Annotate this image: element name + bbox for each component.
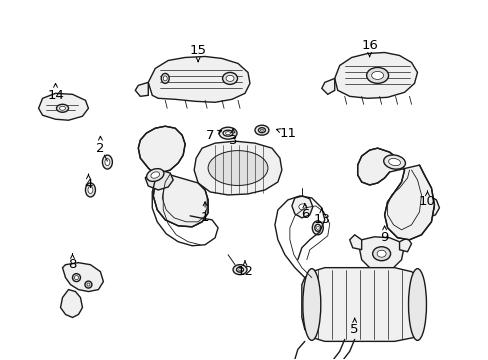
Ellipse shape (146, 168, 163, 181)
Ellipse shape (219, 127, 237, 139)
Polygon shape (321, 78, 334, 94)
Polygon shape (291, 196, 312, 218)
Ellipse shape (383, 155, 405, 169)
Ellipse shape (226, 150, 239, 160)
Ellipse shape (233, 265, 246, 275)
Ellipse shape (371, 71, 383, 80)
Ellipse shape (298, 204, 306, 210)
Ellipse shape (72, 274, 81, 282)
Text: 15: 15 (189, 44, 206, 57)
Ellipse shape (85, 183, 95, 197)
Polygon shape (145, 170, 173, 190)
Polygon shape (399, 238, 411, 252)
Ellipse shape (376, 250, 386, 257)
Polygon shape (61, 289, 82, 318)
Ellipse shape (366, 67, 388, 84)
Ellipse shape (254, 125, 268, 135)
Text: 12: 12 (236, 265, 253, 278)
Ellipse shape (314, 224, 320, 231)
Text: 9: 9 (380, 231, 388, 244)
Polygon shape (153, 172, 208, 227)
Ellipse shape (388, 158, 400, 166)
Text: 7: 7 (205, 129, 214, 142)
Polygon shape (334, 53, 417, 98)
Ellipse shape (57, 104, 68, 112)
Ellipse shape (161, 73, 169, 84)
Ellipse shape (225, 75, 234, 81)
Ellipse shape (407, 269, 426, 340)
Polygon shape (301, 268, 424, 341)
Ellipse shape (302, 269, 320, 340)
Ellipse shape (74, 276, 78, 280)
Polygon shape (407, 208, 421, 224)
Polygon shape (39, 93, 88, 120)
Polygon shape (148, 57, 249, 102)
Text: 8: 8 (68, 258, 77, 271)
Polygon shape (194, 141, 281, 195)
Ellipse shape (105, 159, 110, 166)
Ellipse shape (208, 150, 267, 185)
Text: 10: 10 (418, 195, 435, 208)
Ellipse shape (88, 186, 93, 193)
Ellipse shape (87, 283, 90, 286)
Text: 6: 6 (300, 208, 308, 221)
Ellipse shape (151, 172, 159, 178)
Polygon shape (417, 196, 439, 218)
Text: 16: 16 (361, 39, 377, 52)
Ellipse shape (163, 76, 167, 81)
Text: 1: 1 (201, 211, 209, 224)
Ellipse shape (223, 130, 233, 136)
Ellipse shape (229, 153, 236, 158)
Polygon shape (357, 148, 433, 240)
Ellipse shape (60, 106, 65, 110)
Polygon shape (138, 126, 185, 175)
Ellipse shape (372, 247, 390, 261)
Ellipse shape (258, 128, 265, 133)
Text: 14: 14 (47, 89, 64, 102)
Text: 13: 13 (313, 213, 329, 226)
Polygon shape (62, 263, 103, 292)
Polygon shape (135, 82, 148, 96)
Text: 2: 2 (96, 141, 104, 155)
Polygon shape (359, 237, 403, 270)
Ellipse shape (102, 155, 112, 169)
Ellipse shape (222, 72, 237, 84)
Text: 4: 4 (84, 179, 92, 192)
Text: 11: 11 (279, 127, 296, 140)
Ellipse shape (236, 267, 243, 272)
Text: 3: 3 (228, 134, 237, 147)
Ellipse shape (424, 204, 433, 212)
Ellipse shape (85, 281, 92, 288)
Text: 5: 5 (350, 323, 358, 336)
Ellipse shape (312, 221, 323, 235)
Polygon shape (349, 235, 361, 250)
